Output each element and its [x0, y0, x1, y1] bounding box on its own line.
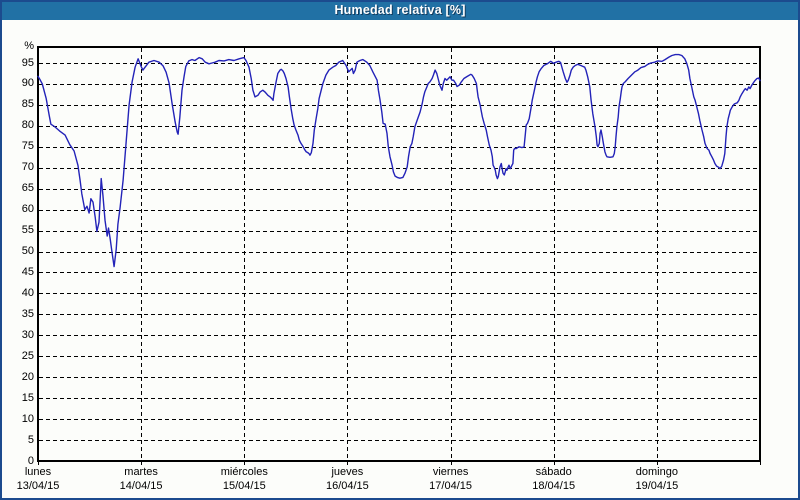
x-axis-day-label: viernes 17/04/15: [406, 466, 496, 493]
y-axis-unit-label: %: [24, 40, 34, 52]
day-date-label: 15/04/15: [222, 479, 266, 492]
x-axis-day-label: sábado 18/04/15: [509, 466, 599, 493]
y-axis-tick-label: 10: [21, 412, 34, 425]
y-axis-tick-label: 85: [21, 98, 34, 111]
day-date-label: 16/04/15: [325, 479, 369, 492]
y-axis-tick-label: 5: [27, 433, 34, 446]
plot-border: [37, 46, 761, 462]
chart-title: Humedad relativa [%]: [334, 3, 466, 17]
day-name-label: domingo: [635, 466, 678, 478]
x-axis-day-label: lunes 13/04/15: [0, 466, 83, 493]
title-bar: Humedad relativa [%]: [0, 0, 800, 20]
y-axis-tick-label: 20: [21, 370, 34, 383]
y-axis-tick-label: 50: [21, 245, 34, 257]
day-date-label: 19/04/15: [635, 479, 679, 492]
day-name-label: sábado: [535, 466, 572, 478]
day-name-label: martes: [124, 466, 158, 478]
y-axis-tick-label: 55: [21, 224, 34, 237]
humidity-series-line: [37, 53, 761, 268]
day-date-label: 13/04/15: [16, 479, 60, 492]
y-axis-tick-label: 60: [21, 203, 34, 216]
y-axis-tick-label: 0: [27, 454, 34, 467]
y-axis-tick-label: 30: [21, 328, 34, 341]
y-axis-tick-label: 40: [21, 286, 34, 299]
day-name-label: miércoles: [220, 466, 268, 478]
day-date-label: 17/04/15: [429, 479, 472, 492]
day-name-label: jueves: [331, 466, 364, 478]
day-date-label: 14/04/15: [119, 479, 163, 492]
y-axis-tick-label: 15: [21, 391, 34, 404]
day-name-label: viernes: [432, 466, 469, 478]
x-axis-day-label: miércoles 15/04/15: [199, 466, 289, 493]
x-axis-day-label: domingo 19/04/15: [612, 466, 702, 493]
y-axis-tick-label: 80: [21, 119, 34, 132]
day-name-label: lunes: [24, 466, 52, 478]
y-axis-tick-label: 95: [21, 56, 34, 69]
x-axis-day-label: martes 14/04/15: [96, 466, 186, 493]
y-axis-tick-label: 70: [21, 161, 34, 174]
y-axis-tick-label: 45: [21, 266, 34, 278]
y-axis-tick-label: 25: [21, 349, 34, 362]
y-axis-tick-label: 35: [21, 307, 34, 320]
x-axis-day-label: jueves 16/04/15: [302, 466, 392, 493]
y-axis-tick-label: 75: [21, 140, 34, 153]
day-date-label: 18/04/15: [532, 479, 576, 492]
y-axis-tick-label: 65: [21, 182, 34, 195]
y-axis-tick-label: 90: [21, 77, 34, 90]
